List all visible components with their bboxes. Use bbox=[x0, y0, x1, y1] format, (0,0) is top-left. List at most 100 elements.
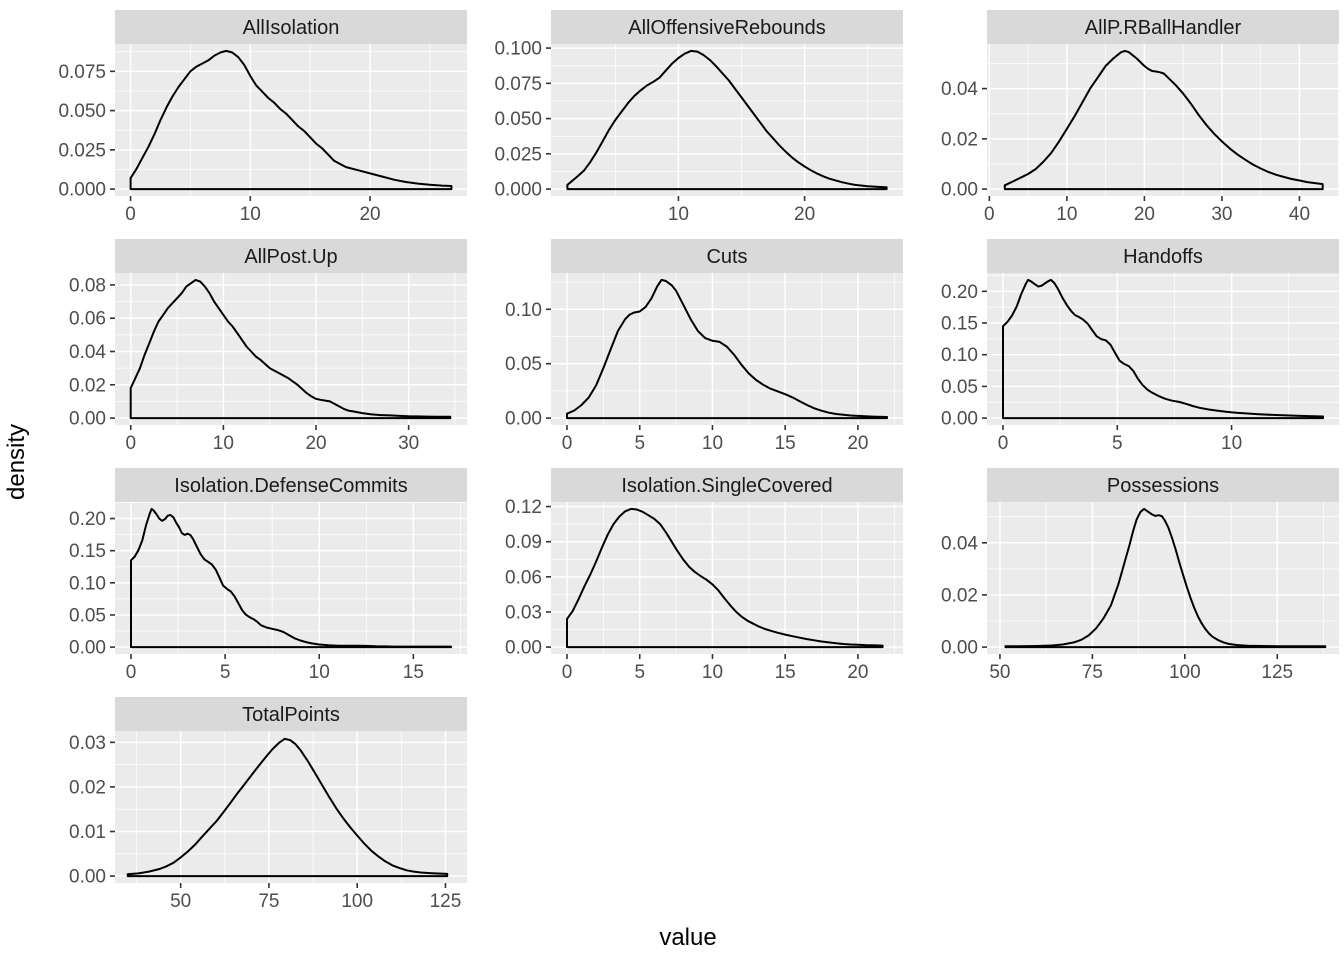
density-curve bbox=[566, 49, 888, 191]
y-tick-label: 0.03 bbox=[69, 733, 106, 754]
facet-strip bbox=[551, 10, 903, 44]
y-tick-label: 0.15 bbox=[941, 314, 978, 335]
x-tick-label: 50 bbox=[989, 662, 1010, 683]
y-tick-label: 0.20 bbox=[941, 282, 978, 303]
x-tick-label: 5 bbox=[1112, 433, 1123, 454]
facet-title: Cuts bbox=[706, 246, 747, 268]
x-tick-label: 20 bbox=[847, 662, 868, 683]
density-curve bbox=[566, 278, 888, 420]
x-tick-label: 15 bbox=[775, 433, 796, 454]
facet-panel-TotalPoints: 50 75 100 125 0.00 0.01 0.02 0.03 TotalPoints bbox=[69, 697, 467, 912]
density-curve bbox=[129, 278, 452, 420]
y-tick-label: 0.05 bbox=[69, 605, 106, 626]
x-tick-label: 125 bbox=[1261, 662, 1293, 683]
y-tick-label: 0.02 bbox=[941, 129, 978, 150]
plot-area bbox=[551, 44, 903, 196]
y-tick-label: 0.15 bbox=[69, 541, 106, 562]
x-tick-label: 20 bbox=[794, 204, 815, 225]
y-tick-label: 0.01 bbox=[69, 822, 106, 843]
x-tick-label: 20 bbox=[305, 433, 326, 454]
density-curve bbox=[129, 49, 453, 191]
x-tick-label: 100 bbox=[1169, 662, 1201, 683]
y-tick-label: 0.00 bbox=[69, 409, 106, 430]
facet-title: AllP.RBallHandler bbox=[1085, 17, 1242, 39]
x-tick-label: 75 bbox=[258, 891, 279, 912]
y-tick-label: 0.00 bbox=[505, 409, 542, 430]
y-tick-label: 0.04 bbox=[941, 533, 978, 554]
facet-strip bbox=[115, 468, 467, 502]
y-tick-label: 0.050 bbox=[494, 109, 542, 130]
density-curve bbox=[1002, 278, 1324, 420]
x-tick-label: 30 bbox=[1211, 204, 1232, 225]
x-tick-label: 50 bbox=[170, 891, 191, 912]
x-tick-label: 100 bbox=[341, 891, 373, 912]
y-tick-label: 0.05 bbox=[941, 377, 978, 398]
y-tick-label: 0.10 bbox=[69, 573, 106, 594]
x-tick-label: 0 bbox=[126, 662, 137, 683]
y-tick-label: 0.000 bbox=[58, 180, 106, 201]
y-tick-label: 0.03 bbox=[505, 602, 542, 623]
plot-area bbox=[987, 502, 1339, 654]
facet-strip bbox=[551, 239, 903, 273]
y-tick-label: 0.100 bbox=[494, 39, 542, 60]
y-tick-label: 0.12 bbox=[505, 497, 542, 518]
x-tick-label: 10 bbox=[213, 433, 234, 454]
density-curve bbox=[566, 507, 884, 649]
facet-title: AllPost.Up bbox=[244, 246, 337, 268]
y-tick-label: 0.04 bbox=[69, 342, 106, 363]
y-tick-label: 0.04 bbox=[941, 79, 978, 100]
facet-title: Handoffs bbox=[1123, 246, 1203, 268]
facet-title: TotalPoints bbox=[242, 704, 340, 726]
facet-strip bbox=[115, 697, 467, 731]
x-tick-label: 0 bbox=[562, 662, 573, 683]
x-tick-label: 10 bbox=[702, 433, 723, 454]
density-curve bbox=[1003, 49, 1324, 191]
y-axis-title: density bbox=[3, 423, 30, 501]
y-tick-label: 0.00 bbox=[941, 409, 978, 430]
plot-area bbox=[551, 502, 903, 654]
facet-panel-AllIsolation: 0 10 20 0.000 0.025 0.050 0.075 AllIsolation bbox=[58, 10, 467, 225]
x-tick-label: 10 bbox=[1221, 433, 1242, 454]
density-curve bbox=[126, 737, 449, 878]
y-tick-label: 0.00 bbox=[69, 638, 106, 659]
facet-title: AllIsolation bbox=[243, 17, 340, 39]
plot-area bbox=[987, 273, 1339, 425]
x-tick-label: 30 bbox=[398, 433, 419, 454]
facet-title: Isolation.DefenseCommits bbox=[174, 475, 407, 497]
facet-panel-Cuts: 0 5 10 15 20 0.00 0.05 0.10 Cuts bbox=[505, 239, 903, 454]
facet-strip bbox=[987, 468, 1339, 502]
facet-strip bbox=[551, 468, 903, 502]
facet-panel-Handoffs: 0 5 10 0.00 0.05 0.10 0.15 0.20 Handoffs bbox=[941, 239, 1339, 454]
facet-strip bbox=[987, 239, 1339, 273]
x-tick-label: 5 bbox=[634, 433, 645, 454]
facet-panel-AllP.RBallHandler: 0 10 20 30 40 0.00 0.02 0.04 AllP.RBallHandler bbox=[941, 10, 1339, 225]
y-tick-label: 0.00 bbox=[505, 638, 542, 659]
y-tick-label: 0.025 bbox=[494, 144, 542, 165]
y-tick-label: 0.00 bbox=[69, 867, 106, 888]
facet-title: Isolation.SingleCovered bbox=[621, 475, 832, 497]
plot-area bbox=[115, 502, 467, 654]
x-tick-label: 5 bbox=[634, 662, 645, 683]
y-tick-label: 0.075 bbox=[494, 74, 542, 95]
y-tick-label: 0.050 bbox=[58, 101, 106, 122]
facet-panel-AllOffensiveRebounds: 10 20 0.000 0.025 0.050 0.075 0.100 AllOffensiv… bbox=[494, 10, 903, 225]
y-tick-label: 0.10 bbox=[941, 345, 978, 366]
y-tick-label: 0.02 bbox=[69, 777, 106, 798]
y-tick-label: 0.09 bbox=[505, 532, 542, 553]
y-tick-label: 0.08 bbox=[69, 275, 106, 296]
x-tick-label: 20 bbox=[847, 433, 868, 454]
facet-panel-Possessions: 50 75 100 125 0.00 0.02 0.04 Possessions bbox=[941, 468, 1339, 683]
facet-panel-Isolation.SingleCovered: 0 5 10 15 20 0.00 0.03 0.06 0.09 0.12 Isolation.Si… bbox=[505, 468, 903, 683]
plot-area bbox=[115, 273, 467, 425]
plot-area bbox=[551, 273, 903, 425]
x-tick-label: 0 bbox=[562, 433, 573, 454]
x-tick-label: 20 bbox=[1134, 204, 1155, 225]
facet-title: Possessions bbox=[1107, 475, 1219, 497]
y-tick-label: 0.20 bbox=[69, 509, 106, 530]
facet-grid: 0 10 20 0.000 0.025 0.050 0.075 AllIsolation 10 2… bbox=[34, 0, 1342, 924]
facet-strip bbox=[115, 239, 467, 273]
y-tick-label: 0.00 bbox=[941, 638, 978, 659]
x-tick-label: 5 bbox=[220, 662, 231, 683]
y-tick-label: 0.06 bbox=[69, 309, 106, 330]
